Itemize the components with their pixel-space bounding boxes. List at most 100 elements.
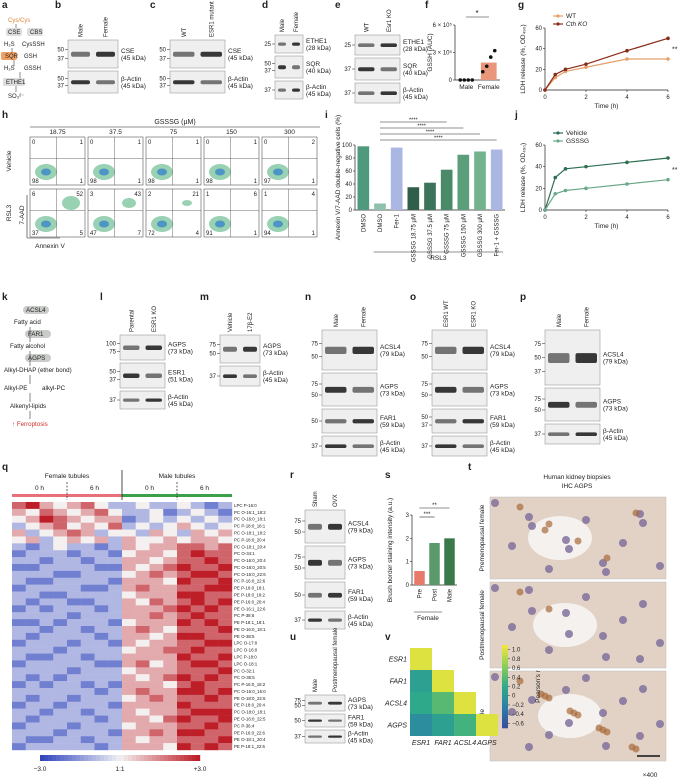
data-point — [553, 191, 558, 196]
heat-cell — [177, 688, 191, 696]
heat-cell — [53, 667, 68, 675]
blot-band — [462, 444, 484, 448]
pathway-node: Alkyl-DHAP (ether bond) — [4, 367, 72, 374]
enzyme-box — [1, 52, 17, 60]
protein-size: (73 kDa) — [490, 391, 515, 398]
colorbar-step — [502, 650, 508, 654]
quadrant-value: 0 — [148, 140, 152, 146]
heat-cell — [39, 681, 54, 689]
row-label: PC O-16:1_18:2 — [234, 510, 266, 515]
heat-cell — [122, 646, 136, 654]
protein-name: ACSL4 — [380, 344, 401, 351]
quadrant-value: 21 — [192, 192, 199, 198]
heat-cell — [190, 681, 205, 689]
heat-cell — [177, 598, 191, 606]
blot-band — [462, 346, 484, 354]
colorbar-step — [176, 755, 181, 761]
heat-cell — [177, 653, 191, 661]
heat-cell — [94, 502, 109, 510]
heat-cell — [80, 674, 95, 682]
heat-cell — [12, 639, 26, 647]
diagram-node: H₂S — [4, 42, 15, 48]
stain — [595, 724, 603, 732]
lane-label: Female — [104, 16, 110, 37]
blot-band — [243, 346, 257, 352]
heat-cell — [190, 694, 205, 702]
heat-cell — [177, 632, 191, 640]
heat-cell — [12, 722, 26, 730]
data-point — [466, 78, 471, 82]
heat-cell — [53, 605, 68, 613]
heat-cell — [25, 515, 40, 523]
heat-cell — [476, 714, 498, 736]
heat-cell — [25, 543, 40, 551]
protein-name: β-Actin — [263, 370, 284, 377]
colorbar-step — [112, 755, 117, 761]
annotation: ** — [672, 47, 678, 54]
colorbar-step — [100, 755, 105, 761]
colorbar-step — [56, 755, 61, 761]
x-tick-label: Fer-1 + GSSSG — [495, 214, 501, 257]
cell-cloud-core — [41, 168, 51, 176]
heat-cell — [122, 701, 136, 709]
colorbar-step — [502, 722, 508, 726]
heat-cell — [122, 550, 136, 558]
blot-band — [123, 373, 140, 378]
heat-cell — [204, 632, 219, 640]
quadrant-value: 4 — [196, 231, 200, 237]
heat-cell — [94, 667, 109, 675]
heat-cell — [218, 502, 233, 510]
heat-cell — [163, 708, 178, 716]
protein-name: β-Actin — [121, 76, 142, 83]
blot-band — [328, 719, 342, 722]
marker-label: 75 — [109, 350, 116, 356]
series-line — [544, 157, 669, 211]
heat-cell — [53, 632, 68, 640]
panel-letter: k — [2, 292, 8, 303]
protein-size: (45 kDa) — [603, 435, 628, 442]
marker-label: 75 — [294, 555, 301, 561]
heat-cell — [67, 502, 81, 510]
row-label: Vehicle — [6, 150, 13, 171]
x-tick-label: GSSSG 18.75 µM — [411, 214, 417, 262]
heat-cell — [53, 543, 68, 551]
heat-cell — [12, 681, 26, 689]
y-tick-label: 0 — [406, 583, 410, 589]
blot-band — [278, 88, 286, 92]
blot-band — [292, 65, 300, 70]
heat-cell — [67, 674, 81, 682]
heat-cell — [53, 722, 68, 730]
heat-cell — [39, 701, 54, 709]
nucleus — [639, 600, 647, 608]
heat-cell — [94, 529, 109, 537]
heat-cell — [135, 681, 150, 689]
nucleus — [562, 536, 570, 544]
y-tick-label: 40 — [535, 47, 542, 53]
heat-cell — [94, 543, 109, 551]
y-tick-label: 60 — [535, 26, 542, 32]
group-label: Female tubules — [45, 473, 90, 480]
heat-cell — [67, 660, 81, 668]
blot-strip — [274, 55, 304, 79]
data-point — [666, 177, 670, 182]
heat-cell — [204, 522, 219, 530]
heat-cell — [163, 612, 178, 620]
column-label: ESR1 — [412, 740, 430, 747]
heat-cell — [190, 743, 205, 751]
heat-cell — [204, 529, 219, 537]
row-label: PC O-16:0_18:1 — [234, 517, 266, 522]
enzyme-box — [27, 28, 43, 36]
protein-name: ACSL4 — [603, 352, 624, 359]
y-tick-label: 40 — [535, 165, 542, 171]
heat-cell — [12, 626, 26, 634]
heat-cell — [204, 681, 219, 689]
heat-cell — [204, 598, 219, 606]
bar — [444, 538, 455, 585]
heat-cell — [39, 591, 54, 599]
colorbar-step — [502, 664, 508, 668]
heat-cell — [149, 577, 164, 585]
quadrant-value: 3 — [90, 192, 94, 198]
nucleus — [545, 646, 553, 654]
plot-frame — [203, 136, 260, 186]
heat-cell — [149, 667, 164, 675]
